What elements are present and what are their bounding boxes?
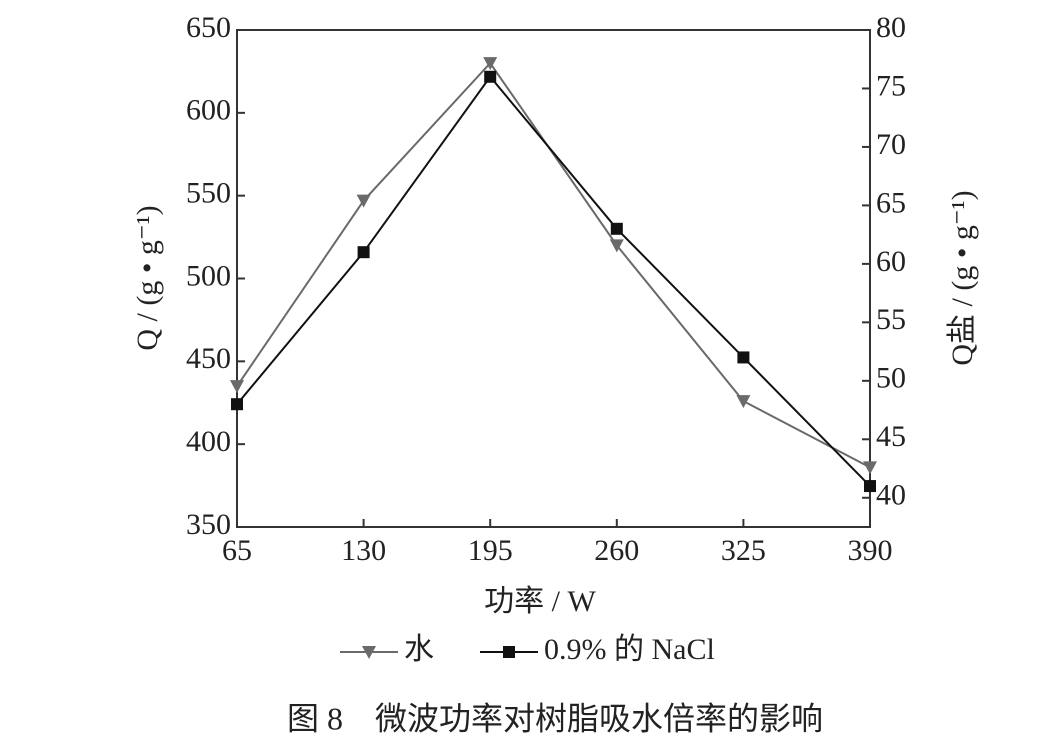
marker: [737, 351, 750, 364]
y-tick-label: 350: [186, 508, 231, 541]
x-tick-label: 390: [848, 534, 893, 567]
marker: [231, 398, 243, 411]
legend-label: 0.9% 的 NaCl: [544, 633, 715, 666]
y-tick-label: 550: [186, 177, 231, 210]
y2-tick-label: 80: [876, 11, 906, 44]
plot-frame: [236, 29, 871, 528]
marker: [864, 480, 876, 493]
marker: [484, 70, 497, 83]
marker: [610, 222, 623, 235]
legend-marker: [362, 646, 376, 659]
y-tick-label: 500: [186, 259, 231, 292]
marker: [609, 239, 624, 253]
y2-tick-label: 50: [876, 362, 906, 395]
y2-tick-label: 65: [876, 186, 906, 219]
series-line: [236, 61, 871, 469]
y-tick-label: 650: [186, 11, 231, 44]
marker: [356, 194, 371, 208]
marker: [863, 461, 877, 475]
y-axis-label: Q / (g • g⁻¹): [131, 205, 164, 350]
y2-tick-label: 70: [876, 128, 906, 161]
x-tick-label: 65: [222, 534, 252, 567]
y2-tick-label: 60: [876, 245, 906, 278]
y2-tick-label: 40: [876, 479, 906, 512]
y2-axis-label: Q盐 / (g • g⁻¹): [946, 190, 979, 365]
y-tick-label: 600: [186, 94, 231, 127]
marker: [230, 380, 244, 394]
caption: 图 8 微波功率对树脂吸水倍率的影响: [287, 700, 823, 736]
y-tick-label: 450: [186, 342, 231, 375]
x-tick-label: 260: [594, 534, 639, 567]
series-line: [236, 75, 871, 487]
marker: [736, 395, 751, 409]
x-tick-label: 130: [341, 534, 386, 567]
marker: [357, 246, 370, 259]
marker: [483, 57, 498, 71]
y-tick-label: 400: [186, 425, 231, 458]
x-axis-label: 功率 / W: [484, 585, 596, 618]
x-tick-label: 325: [721, 534, 766, 567]
legend-label: 水: [404, 633, 434, 666]
y2-tick-label: 55: [876, 303, 906, 336]
y2-tick-label: 45: [876, 420, 906, 453]
y2-tick-label: 75: [876, 69, 906, 102]
x-tick-label: 195: [468, 534, 513, 567]
legend-marker: [503, 646, 515, 658]
